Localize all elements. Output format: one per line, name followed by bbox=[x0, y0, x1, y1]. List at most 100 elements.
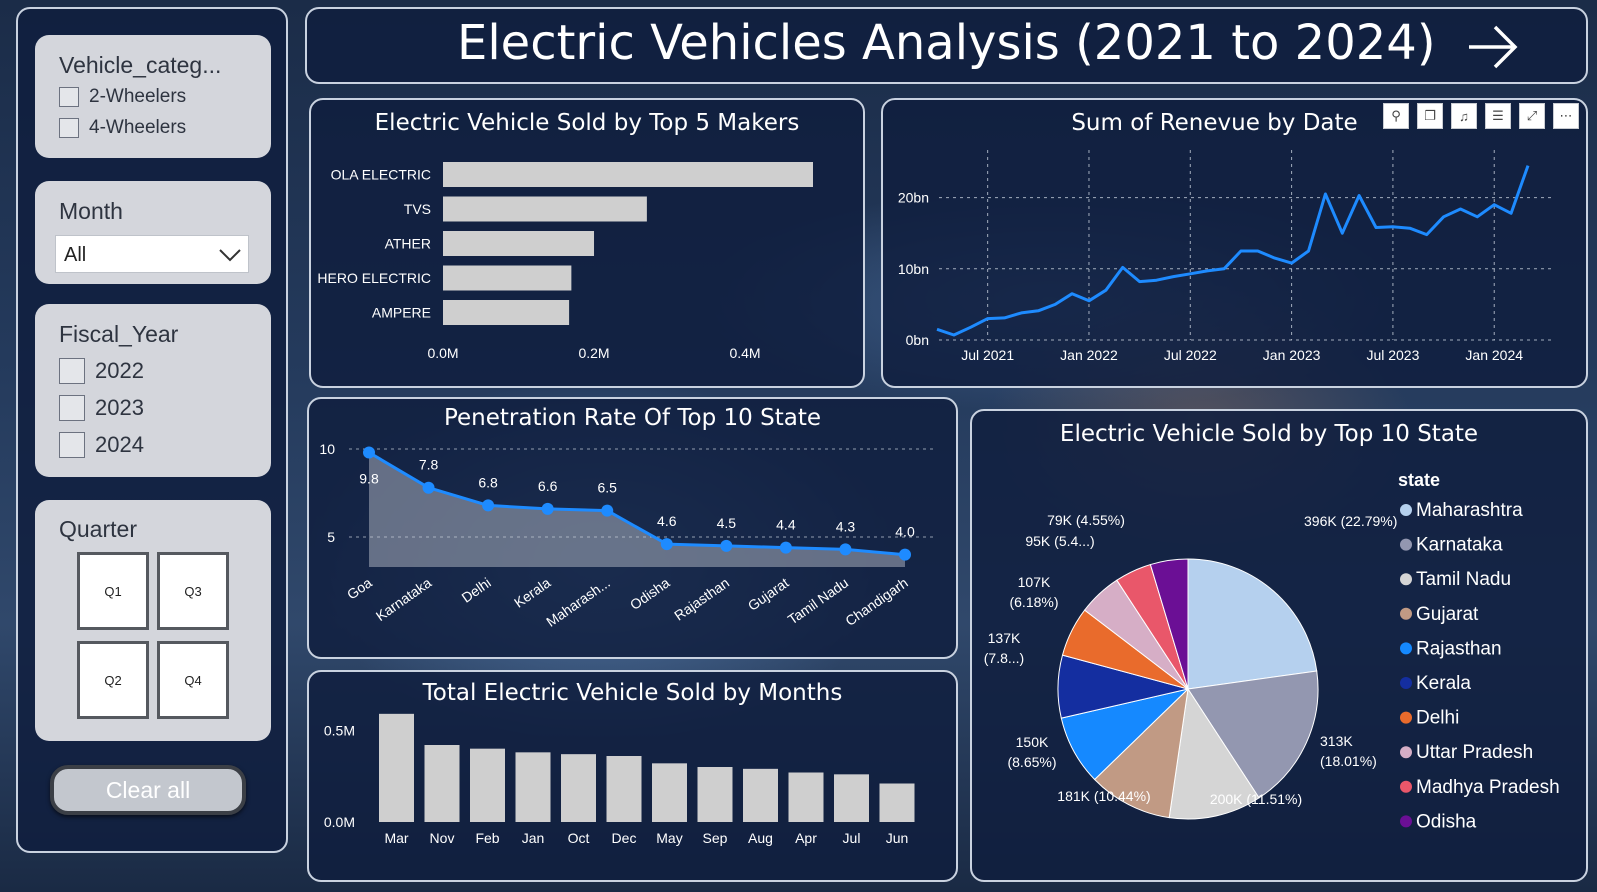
arrow-right-icon[interactable] bbox=[1465, 23, 1521, 71]
month-bar bbox=[515, 752, 551, 822]
month-bar bbox=[879, 783, 915, 822]
quarter-title: Quarter bbox=[59, 516, 137, 542]
bell-icon[interactable]: ♫ bbox=[1451, 103, 1477, 129]
legend-marker bbox=[1400, 573, 1412, 586]
penetration-point bbox=[660, 538, 673, 551]
maker-bar bbox=[443, 300, 570, 325]
state-tick-label: Delhi bbox=[459, 574, 494, 605]
maker-label: HERO ELECTRIC bbox=[317, 270, 431, 286]
fiscal-year-label: 2024 bbox=[95, 432, 144, 457]
focus-mode-icon[interactable]: ⤢ bbox=[1519, 103, 1545, 129]
maker-bar bbox=[443, 265, 572, 291]
vehicle-option-2-wheelers[interactable]: 2-Wheelers bbox=[59, 86, 186, 108]
legend-entry: Karnataka bbox=[1416, 535, 1503, 556]
pie-data-label: (6.18%) bbox=[1009, 594, 1058, 610]
checkbox[interactable] bbox=[59, 358, 85, 384]
x-tick-label: Jul 2022 bbox=[1164, 347, 1217, 363]
pie-data-label: 313K bbox=[1320, 733, 1353, 749]
makers-bar-chart: OLA ELECTRIC TVS ATHER HERO ELECTRIC AMPERE 0… bbox=[317, 162, 813, 361]
checkbox[interactable] bbox=[59, 395, 85, 421]
pie-data-label: 396K (22.79%) bbox=[1304, 513, 1397, 529]
y-tick-label: 10bn bbox=[898, 261, 929, 277]
y-tick-label: 20bn bbox=[898, 190, 929, 206]
checkbox[interactable] bbox=[59, 118, 79, 138]
page-title: Electric Vehicles Analysis (2021 to 2024… bbox=[457, 15, 1436, 71]
month-tick-label: Aug bbox=[748, 830, 773, 846]
penetration-point bbox=[601, 504, 614, 517]
legend-entry: Rajasthan bbox=[1416, 638, 1502, 659]
vehicle-option-label: 2-Wheelers bbox=[89, 86, 187, 107]
month-tick-label: Mar bbox=[384, 830, 408, 846]
monthly-chart-title: Total Electric Vehicle Sold by Months bbox=[422, 680, 843, 706]
monthly-chart-panel: Total Electric Vehicle Sold by Months 0.… bbox=[307, 670, 958, 882]
month-bar bbox=[561, 754, 596, 822]
penetration-point bbox=[899, 548, 911, 561]
x-tick-label: 0.2M bbox=[578, 345, 609, 361]
revenue-line bbox=[936, 165, 1530, 337]
penetration-area bbox=[369, 452, 905, 567]
y-tick-label: 0.5M bbox=[324, 722, 355, 738]
monthly-bar-chart: 0.0M 0.5M Mar Nov Feb Jan Oct Dec May Sep Aug Apr Ju… bbox=[324, 713, 915, 846]
checkbox[interactable] bbox=[59, 87, 79, 107]
vehicle-option-4-wheelers[interactable]: 4-Wheelers bbox=[59, 117, 186, 139]
month-dropdown-value: All bbox=[64, 244, 87, 266]
month-tick-label: Oct bbox=[568, 830, 590, 846]
pie-data-label: 181K (10.44%) bbox=[1057, 788, 1150, 804]
quarter-tile-q4[interactable]: Q4 bbox=[157, 641, 229, 719]
legend-marker bbox=[1400, 642, 1412, 655]
pie-slice bbox=[1187, 670, 1319, 799]
month-tick-label: May bbox=[656, 830, 682, 846]
x-tick-label: Jul 2023 bbox=[1366, 347, 1419, 363]
x-tick-label: Jul 2021 bbox=[961, 347, 1014, 363]
checkbox[interactable] bbox=[59, 432, 85, 458]
month-bar bbox=[652, 763, 687, 822]
maker-bar bbox=[443, 196, 647, 222]
x-tick-label: Jan 2024 bbox=[1465, 347, 1523, 363]
state-tick-label: Gujarat bbox=[745, 574, 792, 614]
revenue-chart-title: Sum of Renevue by Date bbox=[1071, 110, 1358, 136]
makers-chart-panel: Electric Vehicle Sold by Top 5 Makers OL… bbox=[309, 98, 865, 388]
chevron-down-icon bbox=[219, 249, 241, 262]
pin-icon[interactable]: ⚲ bbox=[1383, 103, 1409, 129]
month-bar bbox=[379, 713, 414, 822]
y-tick-label: 0.0M bbox=[324, 814, 355, 830]
state-tick-label: Tamil Nadu bbox=[785, 574, 852, 627]
pie-data-label: 150K bbox=[1016, 734, 1049, 750]
month-dropdown[interactable]: All bbox=[55, 235, 249, 273]
pie-slice bbox=[1187, 558, 1318, 690]
legend-entry: Odisha bbox=[1416, 811, 1477, 832]
quarter-slicer: Quarter Q1 Q3 Q2 Q4 bbox=[35, 500, 271, 741]
state-pie-chart: 396K (22.79%) 313K (18.01%) 200K (11.51%) 18… bbox=[984, 470, 1560, 832]
filter-icon[interactable]: ☰ bbox=[1485, 103, 1511, 129]
filter-sidebar: Vehicle_categ... 2-Wheelers 4-Wheelers M… bbox=[16, 7, 288, 853]
month-bar bbox=[743, 768, 778, 822]
penetration-data-label: 6.5 bbox=[597, 480, 617, 496]
copy-icon[interactable]: ❐ bbox=[1417, 103, 1443, 129]
legend-entry: Gujarat bbox=[1416, 604, 1479, 625]
vehicle-category-title: Vehicle_categ... bbox=[59, 52, 222, 78]
pie-slice bbox=[1093, 687, 1189, 819]
penetration-chart-panel: Penetration Rate Of Top 10 State 10 5 9.8 G… bbox=[307, 397, 958, 659]
state-tick-label: Kerala bbox=[511, 574, 554, 610]
maker-bar bbox=[443, 231, 595, 256]
clear-all-button[interactable]: Clear all bbox=[50, 765, 246, 815]
quarter-tile-q3[interactable]: Q3 bbox=[157, 552, 229, 630]
maker-label: OLA ELECTRIC bbox=[331, 167, 431, 183]
penetration-point bbox=[541, 502, 554, 515]
quarter-tile-q1[interactable]: Q1 bbox=[77, 552, 149, 630]
more-options-icon[interactable]: ⋯ bbox=[1553, 103, 1579, 129]
state-tick-label: Karnataka bbox=[373, 574, 435, 624]
fiscal-year-option-2024[interactable]: 2024 bbox=[59, 432, 144, 458]
month-tick-label: Jul bbox=[843, 830, 861, 846]
legend-marker bbox=[1400, 607, 1412, 620]
quarter-tile-q2[interactable]: Q2 bbox=[77, 641, 149, 719]
revenue-line-chart: 0bn 10bn 20bn Jul 2021 Jan 2022 Jul 2022 Jan 2… bbox=[898, 150, 1553, 363]
month-tick-label: Nov bbox=[430, 830, 455, 846]
fiscal-year-option-2023[interactable]: 2023 bbox=[59, 395, 144, 421]
y-tick-label: 0bn bbox=[906, 332, 929, 348]
penetration-chart-title: Penetration Rate Of Top 10 State bbox=[443, 405, 821, 431]
pie-data-label: 137K bbox=[988, 630, 1021, 646]
fiscal-year-slicer: Fiscal_Year 2022 2023 2024 bbox=[35, 304, 271, 477]
month-tick-label: Sep bbox=[703, 830, 728, 846]
fiscal-year-option-2022[interactable]: 2022 bbox=[59, 358, 144, 384]
